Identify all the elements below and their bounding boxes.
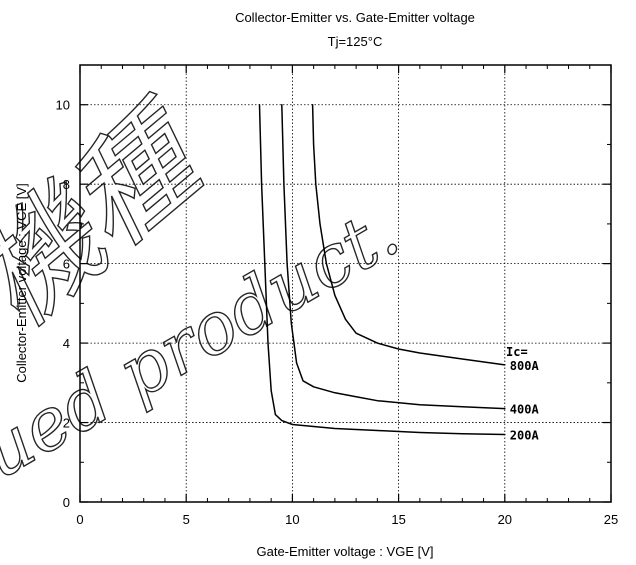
x-tick-label: 15 bbox=[391, 512, 405, 527]
y-tick-label: 10 bbox=[56, 98, 70, 113]
series-label-800a: 800A bbox=[510, 359, 540, 373]
watermark: 機種 ued product. bbox=[0, 80, 413, 496]
y-tick-label: 8 bbox=[63, 177, 70, 192]
series-label-200a: 200A bbox=[510, 428, 540, 442]
x-tick-label: 0 bbox=[76, 512, 83, 527]
series-line-200a bbox=[258, 103, 506, 436]
plot-frame bbox=[79, 64, 612, 503]
series-label-400a: 400A bbox=[510, 403, 540, 417]
tick-marks bbox=[79, 65, 612, 503]
y-tick-label: 4 bbox=[63, 336, 70, 351]
y-tick-labels: 0 2 4 6 8 10 bbox=[56, 98, 70, 510]
series-labels: 200A 400A 800A bbox=[510, 359, 540, 443]
series-line-800a bbox=[311, 103, 506, 366]
x-tick-labels: 0 5 10 15 20 25 bbox=[76, 512, 618, 527]
y-axis-label: Collector-Emitter voltage : VCE [V] bbox=[14, 183, 29, 382]
series-line-400a bbox=[281, 103, 506, 410]
x-tick-label: 10 bbox=[285, 512, 299, 527]
series-lines bbox=[258, 103, 506, 436]
x-tick-label: 5 bbox=[183, 512, 190, 527]
y-tick-label: 2 bbox=[63, 416, 70, 431]
x-tick-label: 25 bbox=[604, 512, 618, 527]
x-axis-label: Gate-Emitter voltage : VGE [V] bbox=[256, 544, 433, 559]
legend-title: Ic= bbox=[506, 345, 528, 359]
y-tick-label: 6 bbox=[63, 257, 70, 272]
x-tick-label: 20 bbox=[498, 512, 512, 527]
y-tick-label: 0 bbox=[63, 495, 70, 510]
chart-title: Collector-Emitter vs. Gate-Emitter volta… bbox=[235, 10, 475, 25]
chart-subtitle: Tj=125°C bbox=[328, 34, 383, 49]
grid-lines bbox=[80, 65, 611, 502]
